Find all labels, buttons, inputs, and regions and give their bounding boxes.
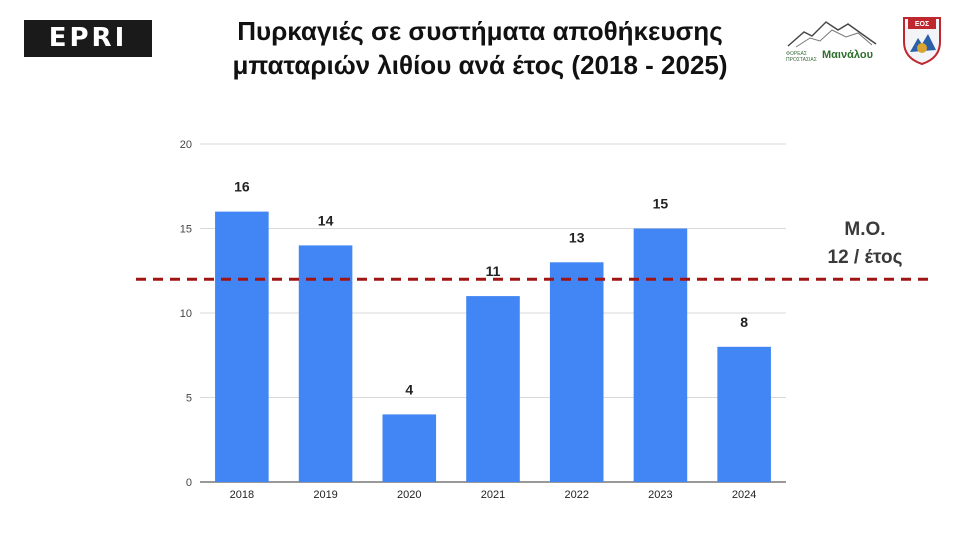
data-label: 15 bbox=[653, 196, 669, 212]
eos-logo: ΕΟΣ bbox=[900, 14, 944, 66]
y-tick-label: 15 bbox=[180, 224, 192, 236]
bar-2019 bbox=[298, 245, 353, 482]
x-tick-label: 2022 bbox=[564, 489, 588, 501]
mainalou-logo-small-text: ΦΟΡΕΑΣ ΠΡΟΣΤΑΣΙΑΣ bbox=[786, 51, 817, 63]
bar-2024 bbox=[717, 346, 771, 482]
bar-2018 bbox=[215, 211, 269, 482]
data-label: 16 bbox=[234, 179, 250, 195]
epri-logo-text: EPRI bbox=[48, 23, 128, 53]
y-tick-label: 0 bbox=[186, 477, 192, 489]
bar-2023 bbox=[633, 228, 688, 482]
average-label-line2: 12 / έτος bbox=[827, 247, 903, 268]
eos-logo-text: ΕΟΣ bbox=[914, 21, 930, 28]
bar-2022 bbox=[549, 262, 604, 482]
bar-2021 bbox=[466, 296, 520, 482]
chart-title: Πυρκαγιές σε συστήματα αποθήκευσης μπατα… bbox=[232, 16, 728, 80]
average-label: Μ.Ο. 12 / έτος bbox=[800, 216, 930, 272]
epri-logo: EPRI bbox=[24, 20, 152, 57]
x-tick-label: 2020 bbox=[397, 489, 421, 501]
data-label: 11 bbox=[486, 263, 501, 279]
data-label: 4 bbox=[405, 381, 413, 397]
y-tick-label: 20 bbox=[180, 139, 192, 151]
x-tick-label: 2019 bbox=[313, 489, 337, 501]
data-label: 14 bbox=[318, 212, 334, 228]
y-tick-label: 5 bbox=[186, 393, 192, 405]
average-label-line1: Μ.Ο. bbox=[844, 219, 886, 240]
x-tick-label: 2023 bbox=[648, 489, 672, 501]
bar-2020 bbox=[382, 414, 437, 482]
data-label: 8 bbox=[740, 314, 748, 330]
mountain-icon bbox=[787, 21, 877, 48]
x-tick-label: 2018 bbox=[230, 489, 254, 501]
y-tick-label: 10 bbox=[180, 308, 192, 320]
x-tick-label: 2024 bbox=[732, 489, 756, 501]
data-label: 13 bbox=[569, 229, 585, 245]
mainalou-logo: ΦΟΡΕΑΣ ΠΡΟΣΤΑΣΙΑΣ Μαινάλου bbox=[786, 14, 878, 66]
eos-shield-icon bbox=[903, 17, 941, 66]
x-tick-label: 2021 bbox=[481, 489, 505, 501]
mainalou-logo-name: Μαινάλου bbox=[822, 49, 873, 61]
